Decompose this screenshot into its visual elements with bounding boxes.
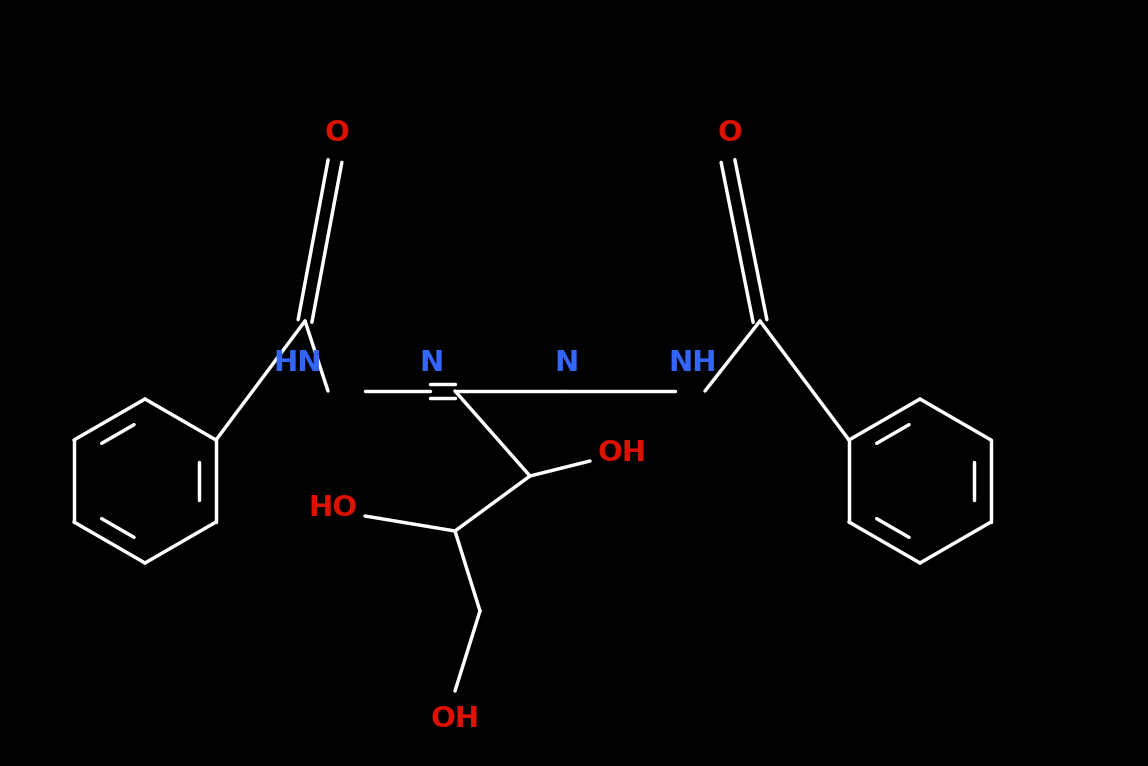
Text: OH: OH (597, 439, 646, 467)
Text: HN: HN (273, 349, 323, 377)
Text: O: O (325, 119, 349, 147)
Text: N: N (554, 349, 579, 377)
Text: OH: OH (430, 705, 480, 733)
Text: O: O (718, 119, 743, 147)
Text: HO: HO (309, 494, 357, 522)
Text: NH: NH (669, 349, 718, 377)
Text: N: N (420, 349, 444, 377)
